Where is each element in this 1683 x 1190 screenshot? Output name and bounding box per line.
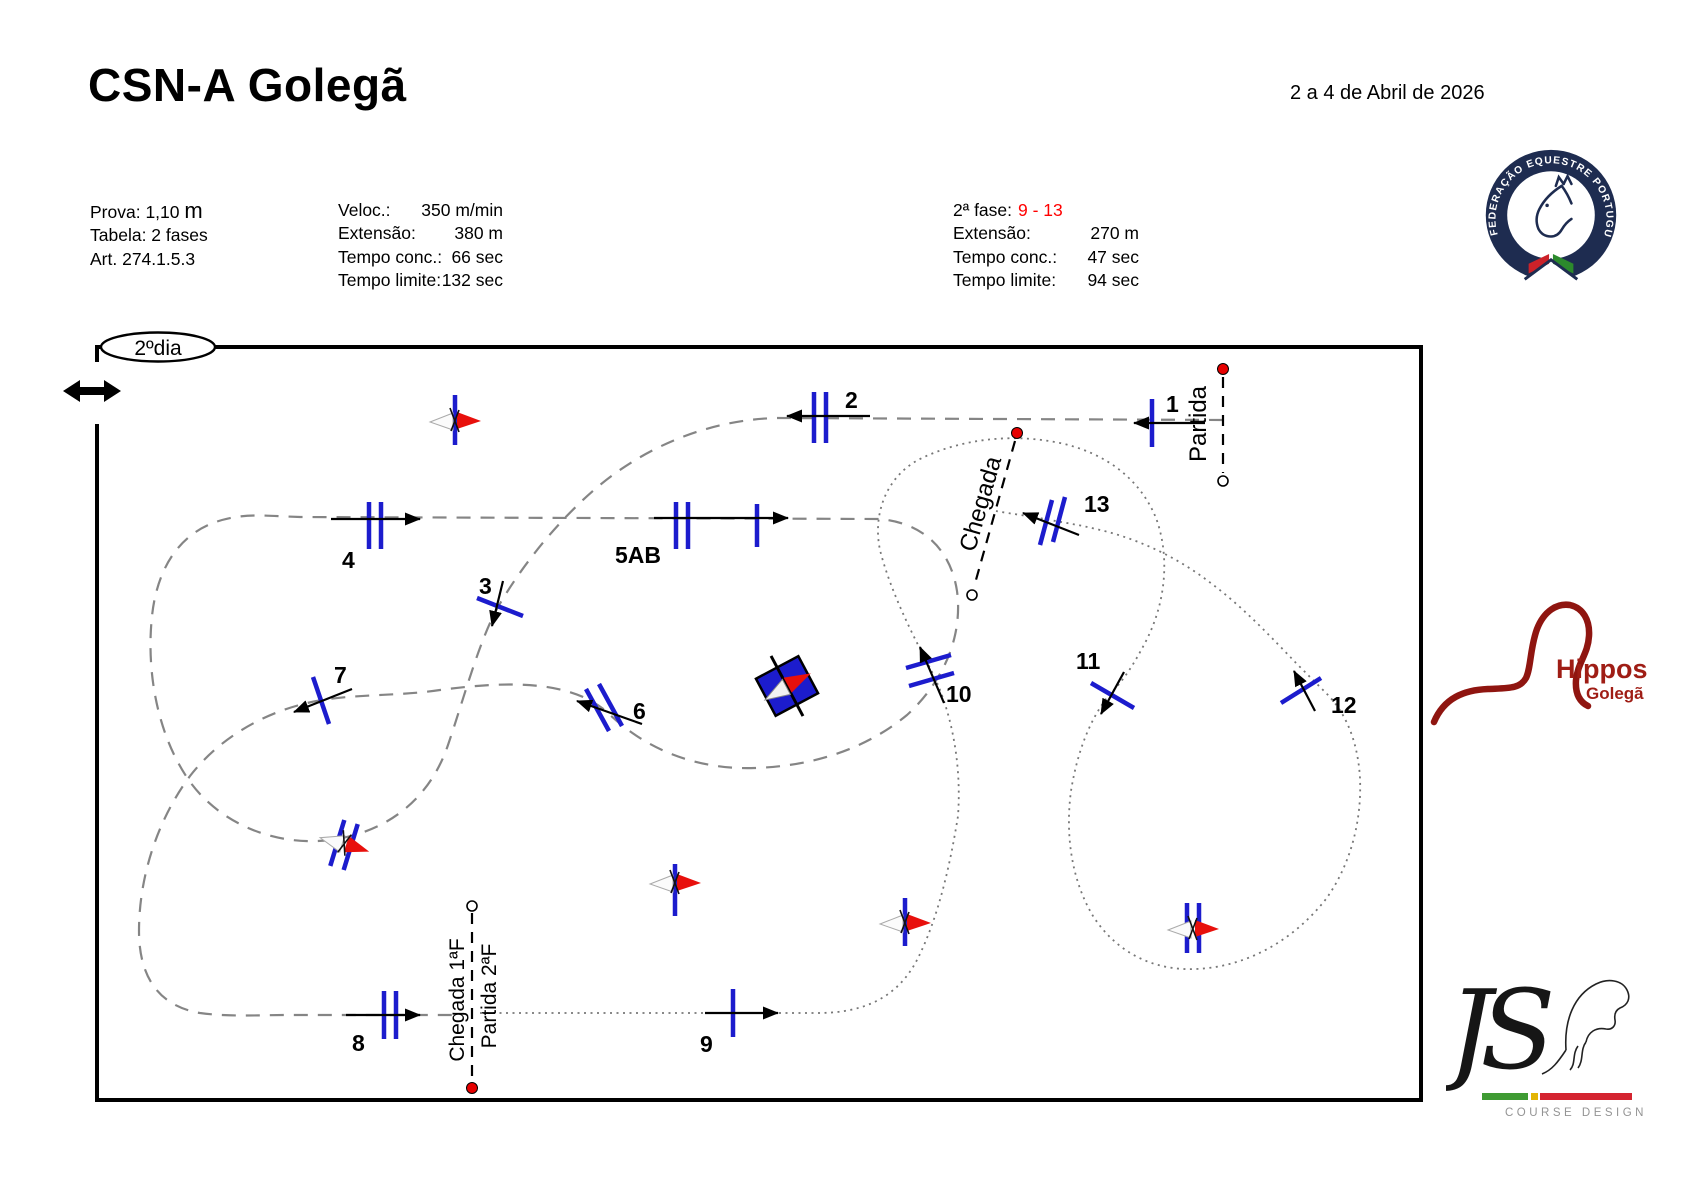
red-flag-icon — [783, 673, 811, 693]
jump-2: 2 — [786, 387, 870, 443]
jump-7-label: 7 — [334, 662, 347, 688]
page-title: CSN-A Golegã — [88, 59, 407, 111]
white-pennant-icon — [428, 412, 454, 431]
extensao2-row: Extensão: 270 m — [953, 223, 1139, 244]
blue-table-obstacle — [754, 654, 820, 718]
fase-range: 9 - 13 — [1018, 200, 1063, 220]
jump-2-label: 2 — [845, 387, 858, 413]
event-date: 2 a 4 de Abril de 2026 — [1290, 82, 1485, 104]
red-pennant-icon — [343, 836, 370, 853]
flag-bar-green — [1482, 1093, 1528, 1100]
white-pennant-icon — [648, 874, 674, 893]
horse-outline-icon — [1430, 601, 1593, 726]
finish1-label: Chegada — [954, 453, 1007, 555]
jumping-horse-icon — [1541, 979, 1630, 1075]
fep-logo: FEDERAÇÃO EQUESTRE PORTUGUESA — [1478, 143, 1617, 293]
art-line: Art. 274.1.5.3 — [90, 248, 196, 269]
jump-9-label: 9 — [700, 1031, 713, 1057]
jump-10: 10 — [905, 646, 972, 707]
jump-13-label: 13 — [1084, 491, 1110, 517]
tempo-limite-row: Tempo limite: 132 sec — [338, 269, 503, 290]
flag-marker-b — [318, 819, 370, 871]
jump-4-label: 4 — [342, 547, 355, 573]
horse-head-icon — [1535, 173, 1573, 238]
day-bubble: 2ºdia — [99, 331, 217, 363]
phase1-track — [137, 416, 1224, 1017]
phase-boundary-line: Partida 2ªF Chegada 1ªF — [446, 900, 501, 1094]
fep-green-ribbon — [1552, 254, 1574, 274]
jump-5ab: 5AB — [615, 502, 789, 568]
red-pennant-icon — [677, 874, 701, 891]
boundary-red-dot — [466, 1082, 478, 1094]
jump-9: 9 — [700, 989, 779, 1057]
white-pennant-icon — [318, 835, 346, 853]
info-block-phase2: 2ª fase: 9 - 13 Extensão: 270 m Tempo conc… — [953, 199, 1139, 292]
flag-bar-yellow — [1531, 1093, 1538, 1100]
js-course-design-logo: JS COURSE DESIGN — [1446, 966, 1647, 1119]
tempo-limite2-row: Tempo limite: 94 sec — [953, 269, 1139, 290]
flag-marker-d — [878, 898, 931, 946]
jump-12-label: 12 — [1331, 692, 1357, 718]
tempo-conc-row: Tempo conc.: 66 sec — [338, 246, 503, 267]
veloc-row: Veloc.: 350 m/min — [338, 200, 503, 220]
red-pennant-icon — [457, 412, 481, 429]
finish-line-phase2: Chegada — [954, 427, 1023, 601]
phase2-track — [480, 437, 1362, 1014]
jump-6: 6 — [576, 682, 646, 733]
hippos-city: Golegã — [1586, 684, 1644, 703]
jump-6-label: 6 — [633, 698, 646, 724]
white-pennant-icon — [878, 914, 904, 933]
jump-4: 4 — [331, 502, 421, 573]
finish-open-dot — [966, 589, 978, 601]
start-open-dot — [1217, 475, 1229, 487]
jump-13: 13 — [1022, 491, 1110, 546]
info-block-class: Prova: 1,10 m Tabela: 2 fases Art. 274.1… — [90, 199, 320, 271]
red-pennant-icon — [907, 914, 931, 931]
white-flag-icon — [763, 678, 792, 701]
finish2-label: Chegada 1ªF — [446, 938, 469, 1061]
start-line-phase1: Partida — [1185, 363, 1229, 487]
hippos-name: Hippos — [1556, 654, 1648, 684]
jump-5ab-label: 5AB — [615, 542, 661, 568]
extensao-row: Extensão: 380 m — [338, 223, 503, 244]
start-red-dot — [1217, 363, 1229, 375]
fase-row: 2ª fase: 9 - 13 — [953, 200, 1063, 220]
jump-8-label: 8 — [352, 1030, 365, 1056]
fep-red-ribbon — [1528, 254, 1550, 274]
jump-11-label: 11 — [1076, 648, 1101, 674]
jump-12: 12 — [1279, 670, 1357, 718]
prova-line: Prova: 1,10 m — [90, 198, 203, 223]
finish-red-dot — [1011, 427, 1023, 439]
jump-1: 1 — [1133, 391, 1205, 447]
js-caption: COURSE DESIGN — [1505, 1107, 1647, 1119]
double-arrow-icon — [63, 380, 121, 402]
flag-bar-red — [1540, 1093, 1632, 1100]
js-monogram: JS — [1446, 966, 1551, 1094]
jump-10-label: 10 — [946, 681, 972, 707]
jump-1-label: 1 — [1166, 391, 1179, 417]
start2-label: Partida 2ªF — [478, 944, 501, 1049]
flag-marker-e — [1166, 903, 1219, 953]
white-pennant-icon — [1166, 920, 1192, 939]
jump-3-label: 3 — [479, 573, 492, 599]
jump-8: 8 — [346, 991, 421, 1056]
boundary-open-dot — [466, 900, 478, 912]
hippos-logo: Hippos Golegã — [1430, 601, 1648, 726]
jump-11: 11 — [1076, 648, 1136, 715]
tempo-conc2-row: Tempo conc.: 47 sec — [953, 246, 1139, 267]
info-block-phase1: Veloc.: 350 m/min Extensão: 380 m Tempo co… — [338, 199, 503, 292]
jump-7: 7 — [293, 662, 353, 725]
flag-marker-a — [428, 395, 481, 445]
arena-border — [95, 345, 1423, 1102]
jump-3: 3 — [476, 573, 524, 627]
red-pennant-icon — [1195, 920, 1219, 937]
day-label: 2ºdia — [134, 337, 182, 360]
prova-unit: m — [184, 198, 203, 223]
tabela-line: Tabela: 2 fases — [90, 225, 208, 246]
flag-marker-c — [648, 864, 701, 916]
